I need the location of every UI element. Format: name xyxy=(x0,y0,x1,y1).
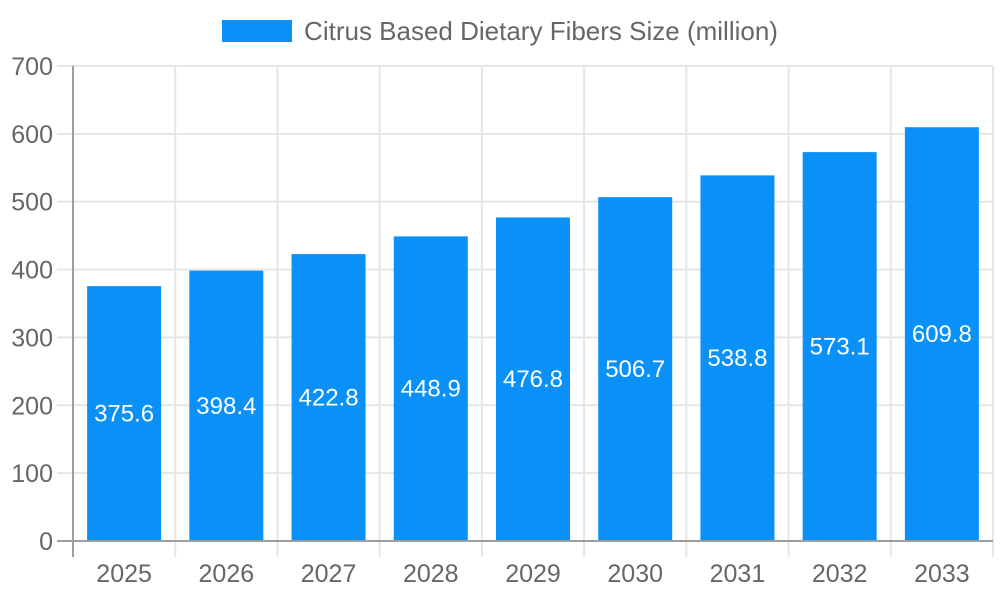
bar-value-label: 448.9 xyxy=(401,376,461,403)
x-tick-label-2031: 2031 xyxy=(710,560,766,588)
x-tick-label-2028: 2028 xyxy=(403,560,459,588)
bar-2031[interactable] xyxy=(700,175,775,541)
legend-label: Citrus Based Dietary Fibers Size (millio… xyxy=(304,16,778,46)
y-tick-label-400: 400 xyxy=(11,257,53,285)
bar-value-label: 422.8 xyxy=(299,385,359,412)
bar-value-label: 375.6 xyxy=(94,401,154,428)
legend-swatch-icon xyxy=(222,20,293,42)
bar-2030[interactable] xyxy=(598,197,673,542)
bar-2033[interactable] xyxy=(904,127,979,541)
bar-value-label: 506.7 xyxy=(605,356,665,383)
y-tick-label-300: 300 xyxy=(11,324,53,352)
x-tick-label-2032: 2032 xyxy=(812,560,868,588)
x-tick-label-2025: 2025 xyxy=(96,560,152,588)
x-tick-label-2026: 2026 xyxy=(199,560,255,588)
bar-2029[interactable] xyxy=(496,217,570,541)
x-tick-label-2029: 2029 xyxy=(505,560,561,588)
bar-2032[interactable] xyxy=(802,152,877,541)
y-tick-label-600: 600 xyxy=(11,121,53,149)
x-tick-label-2033: 2033 xyxy=(914,560,970,588)
bar-2027[interactable] xyxy=(291,254,366,541)
bar-value-label: 538.8 xyxy=(707,345,767,372)
y-tick-label-700: 700 xyxy=(11,53,53,81)
bar-2028[interactable] xyxy=(393,236,468,541)
bar-2026[interactable] xyxy=(189,270,264,541)
chart-legend[interactable]: Citrus Based Dietary Fibers Size (millio… xyxy=(0,18,1000,44)
x-tick-label-2027: 2027 xyxy=(301,560,357,588)
bar-value-label: 398.4 xyxy=(196,393,256,420)
x-tick-label-2030: 2030 xyxy=(607,560,663,588)
bar-value-label: 573.1 xyxy=(810,334,870,361)
y-tick-label-0: 0 xyxy=(39,528,53,556)
bar-value-label: 476.8 xyxy=(503,366,563,393)
y-tick-label-200: 200 xyxy=(11,392,53,420)
y-tick-label-500: 500 xyxy=(11,189,53,217)
y-tick-label-100: 100 xyxy=(11,460,53,488)
bar-value-label: 609.8 xyxy=(912,321,972,348)
bar-2025[interactable] xyxy=(87,286,162,541)
